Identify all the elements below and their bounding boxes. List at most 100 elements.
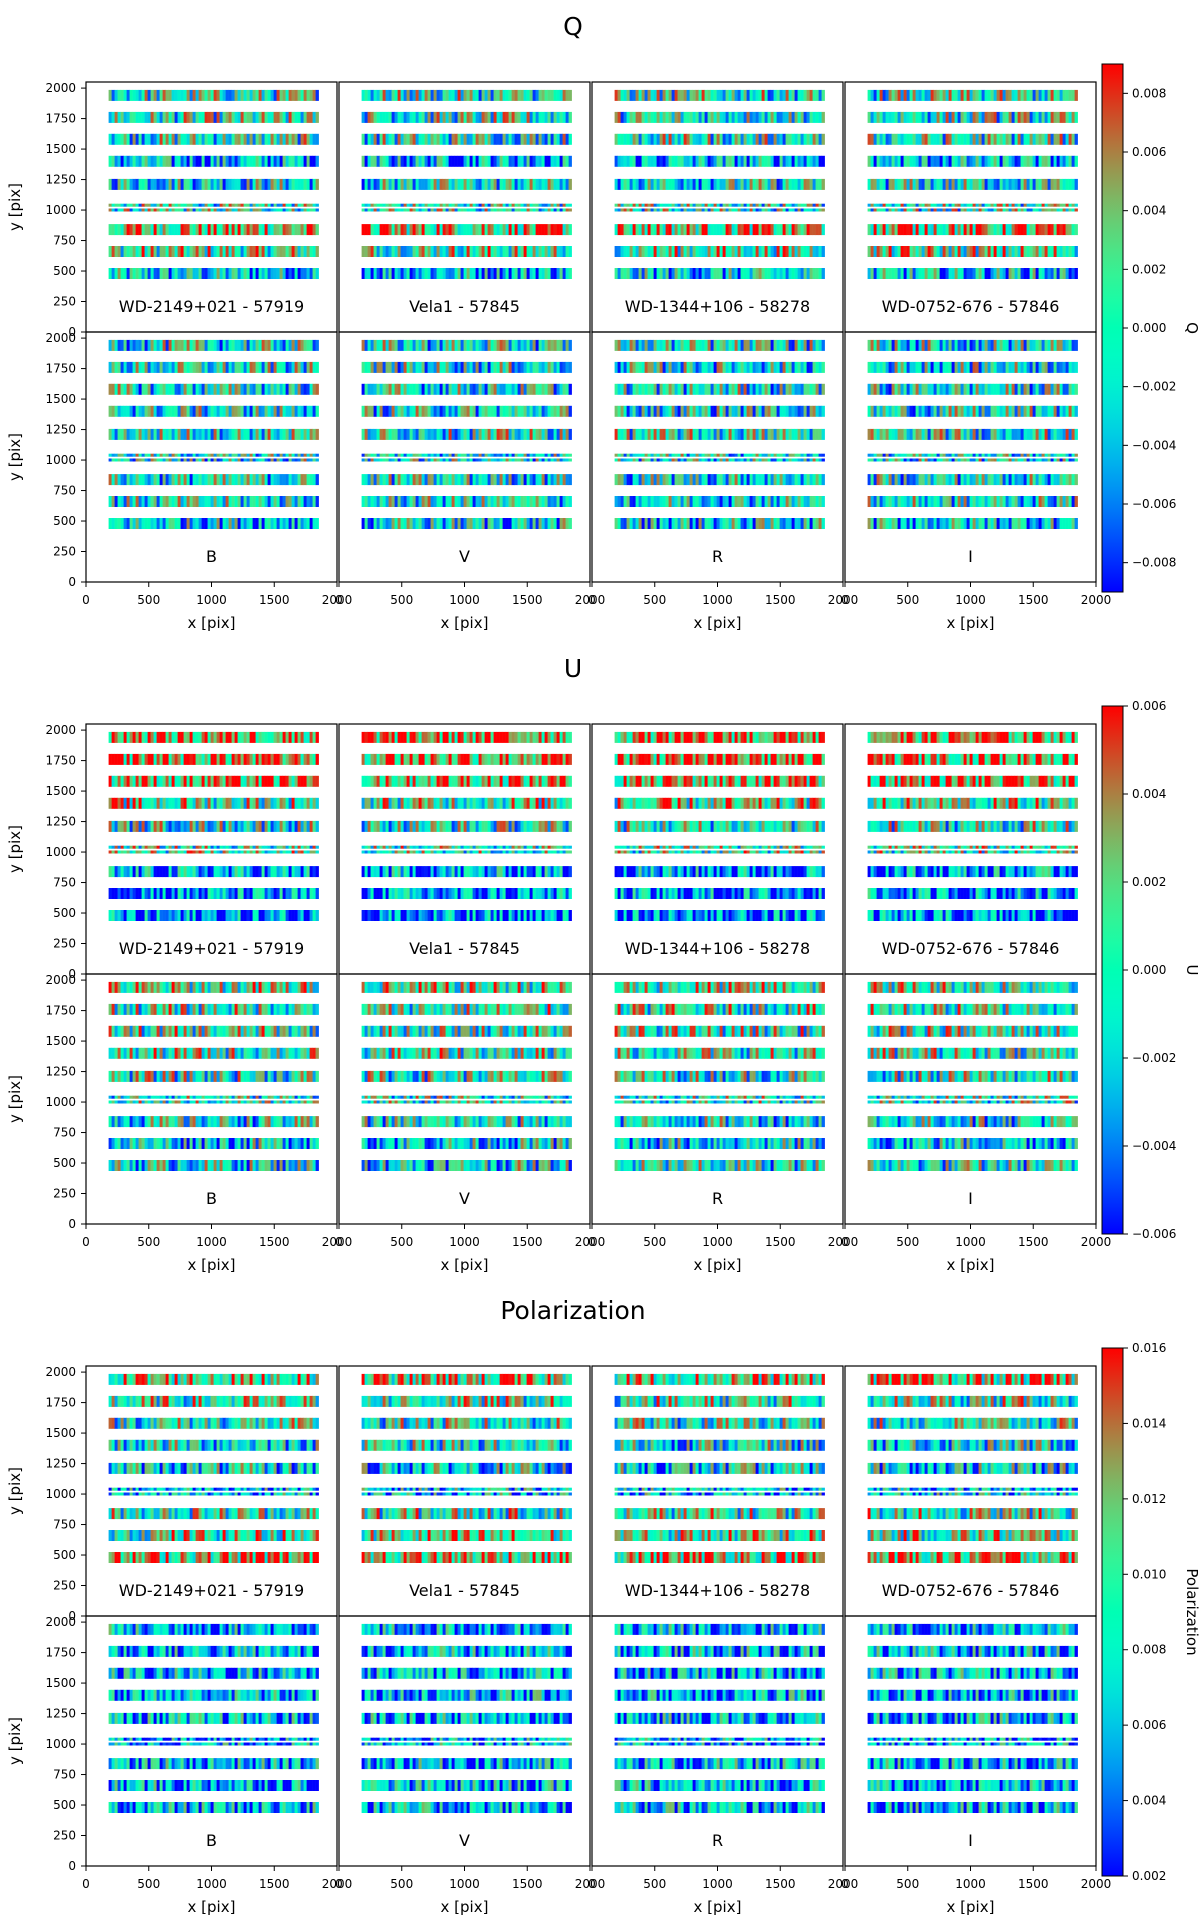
- strip-cell: [695, 383, 699, 395]
- strip-cell: [960, 111, 964, 123]
- strip-cell: [701, 224, 705, 236]
- strip-cell: [535, 178, 539, 190]
- strip-cell: [1050, 246, 1054, 257]
- strip-cell: [126, 496, 130, 507]
- strip-cell: [490, 111, 494, 123]
- strip-cell: [499, 111, 503, 123]
- strip-cell: [656, 428, 660, 440]
- strip-cell: [752, 208, 756, 212]
- strip-cell: [1014, 111, 1018, 123]
- strip-cell: [487, 133, 491, 145]
- strip-cell: [126, 428, 130, 440]
- strip-cell: [707, 155, 711, 167]
- strip-cell: [120, 383, 124, 395]
- strip-cell: [451, 224, 455, 236]
- strip-cell: [120, 428, 124, 440]
- strip-cell: [150, 361, 154, 373]
- strip-cell: [264, 339, 268, 351]
- strip-cell: [617, 518, 621, 529]
- strip-cell: [695, 268, 699, 279]
- strip-cell: [400, 89, 404, 101]
- strip-cell: [442, 518, 446, 529]
- strip-cell: [1047, 246, 1051, 257]
- strip-cell: [505, 111, 509, 123]
- strip-cell: [153, 268, 157, 279]
- strip-cell: [234, 246, 238, 257]
- strip-cell: [117, 458, 121, 462]
- strip-cell: [677, 224, 681, 236]
- strip-cell: [683, 405, 687, 417]
- strip-cell: [1035, 224, 1039, 236]
- strip-cell: [1056, 224, 1060, 236]
- strip-cell: [424, 339, 428, 351]
- strip-cell: [385, 268, 389, 279]
- strip-cell: [267, 246, 271, 257]
- strip-cell: [635, 133, 639, 145]
- strip-cell: [487, 224, 491, 236]
- strip-cell: [114, 89, 118, 101]
- strip-cell: [469, 518, 473, 529]
- strip-cell: [255, 246, 259, 257]
- data-strip: [361, 224, 572, 236]
- strip-cell: [270, 361, 274, 373]
- strip-cell: [267, 133, 271, 145]
- strip-cell: [523, 361, 527, 373]
- strip-cell: [472, 208, 476, 212]
- strip-cell: [568, 89, 572, 101]
- strip-cell: [159, 111, 163, 123]
- strip-cell: [653, 428, 657, 440]
- strip-cell: [725, 178, 729, 190]
- strip-cell: [243, 405, 247, 417]
- strip-cell: [960, 178, 964, 190]
- strip-cell: [728, 453, 732, 457]
- strip-cell: [565, 474, 569, 486]
- strip-cell: [565, 208, 569, 212]
- strip-cell: [526, 268, 530, 279]
- strip-cell: [505, 518, 509, 529]
- strip-cell: [123, 203, 127, 207]
- strip-cell: [626, 458, 630, 462]
- strip-cell: [1059, 111, 1063, 123]
- strip-cell: [171, 178, 175, 190]
- strip-cell: [385, 155, 389, 167]
- strip-cell: [1017, 111, 1021, 123]
- strip-cell: [818, 203, 822, 207]
- strip-cell: [776, 133, 780, 145]
- strip-cell: [231, 383, 235, 395]
- strip-cell: [1032, 208, 1036, 212]
- strip-cell: [888, 178, 892, 190]
- strip-cell: [743, 246, 747, 257]
- strip-cell: [400, 496, 404, 507]
- strip-cell: [264, 268, 268, 279]
- strip-cell: [409, 155, 413, 167]
- strip-cell: [243, 496, 247, 507]
- strip-cell: [379, 339, 383, 351]
- strip-cell: [246, 89, 250, 101]
- strip-cell: [463, 268, 467, 279]
- strip-cell: [294, 224, 298, 236]
- strip-cell: [261, 339, 265, 351]
- strip-cell: [478, 203, 482, 207]
- strip-cell: [246, 203, 250, 207]
- strip-cell: [1023, 203, 1027, 207]
- strip-cell: [1008, 111, 1012, 123]
- strip-cell: [418, 458, 422, 462]
- strip-cell: [141, 203, 145, 207]
- strip-cell: [406, 361, 410, 373]
- strip-cell: [686, 155, 690, 167]
- strip-cell: [315, 203, 319, 207]
- strip-cell: [400, 268, 404, 279]
- strip-cell: [249, 155, 253, 167]
- strip-cell: [523, 518, 527, 529]
- strip-cell: [535, 155, 539, 167]
- strip-cell: [478, 224, 482, 236]
- strip-cell: [650, 155, 654, 167]
- strip-cell: [120, 111, 124, 123]
- strip-cell: [222, 133, 226, 145]
- strip-cell: [737, 89, 741, 101]
- strip-cell: [192, 268, 196, 279]
- strip-cell: [713, 474, 717, 486]
- strip-cell: [701, 133, 705, 145]
- strip-cell: [614, 474, 618, 486]
- strip-cell: [638, 496, 642, 507]
